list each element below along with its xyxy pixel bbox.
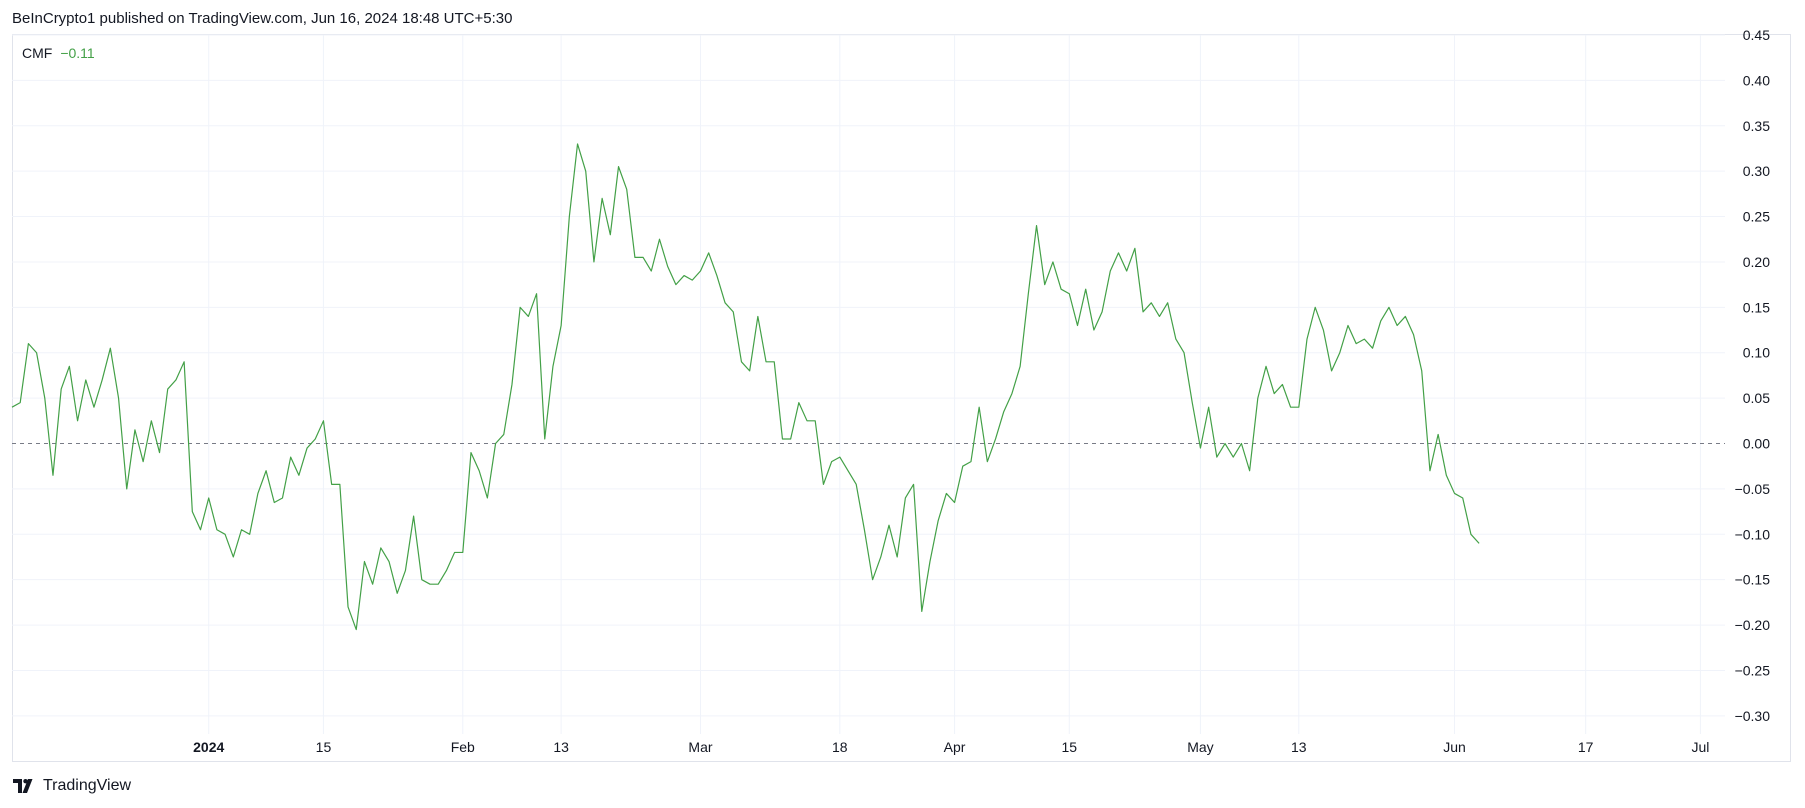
- y-tick-label: 0.00: [1743, 436, 1770, 452]
- y-tick-label: 0.05: [1743, 390, 1770, 406]
- brand-name: TradingView: [43, 777, 132, 794]
- y-tick-label: 0.30: [1743, 163, 1770, 179]
- y-tick-label: −0.10: [1735, 526, 1771, 542]
- x-axis: 2024 15 Feb 13 Mar 18 Apr 15 May 13 Jun 17 Jul: [193, 739, 1709, 755]
- x-tick-label: 2024: [193, 739, 224, 755]
- y-tick-label: 0.35: [1743, 118, 1770, 134]
- x-tick-label: Apr: [944, 739, 966, 755]
- y-tick-label: −0.15: [1735, 572, 1771, 588]
- y-tick-label: −0.05: [1735, 481, 1771, 497]
- y-tick-label: 0.40: [1743, 72, 1770, 88]
- indicator-legend[interactable]: CMF −0.11: [22, 45, 95, 61]
- x-tick-label: Jul: [1691, 739, 1709, 755]
- tradingview-brand[interactable]: TradingView: [13, 777, 131, 795]
- x-tick-label: 17: [1578, 739, 1594, 755]
- x-tick-label: Jun: [1443, 739, 1466, 755]
- x-tick-label: Mar: [688, 739, 712, 755]
- y-tick-label: 0.10: [1743, 345, 1770, 361]
- y-tick-label: 0.25: [1743, 209, 1770, 225]
- x-tick-label: 18: [832, 739, 848, 755]
- x-tick-label: Feb: [451, 739, 475, 755]
- y-tick-label: −0.25: [1735, 662, 1771, 678]
- y-tick-label: −0.20: [1735, 617, 1771, 633]
- y-tick-label: 0.15: [1743, 299, 1770, 315]
- publish-info: BeInCrypto1 published on TradingView.com…: [12, 10, 513, 27]
- series-layer: [11, 143, 1480, 631]
- y-tick-label: 0.45: [1743, 27, 1770, 43]
- x-tick-label: 13: [553, 739, 569, 755]
- grid-lines: [12, 34, 1725, 734]
- x-tick-label: 15: [316, 739, 332, 755]
- y-axis: 0.45 0.40 0.35 0.30 0.25 0.20 0.15 0.10 0.05 0.00…: [1735, 27, 1771, 724]
- x-tick-label: May: [1187, 739, 1213, 755]
- legend-indicator-value: −0.11: [60, 45, 95, 61]
- series-line-cmf[interactable]: [11, 143, 1480, 631]
- y-tick-label: −0.30: [1735, 708, 1771, 724]
- x-tick-label: 15: [1062, 739, 1078, 755]
- y-tick-label: 0.20: [1743, 254, 1770, 270]
- x-tick-label: 13: [1291, 739, 1307, 755]
- legend-indicator-name: CMF: [22, 45, 53, 61]
- tradingview-logo-icon: [13, 779, 37, 793]
